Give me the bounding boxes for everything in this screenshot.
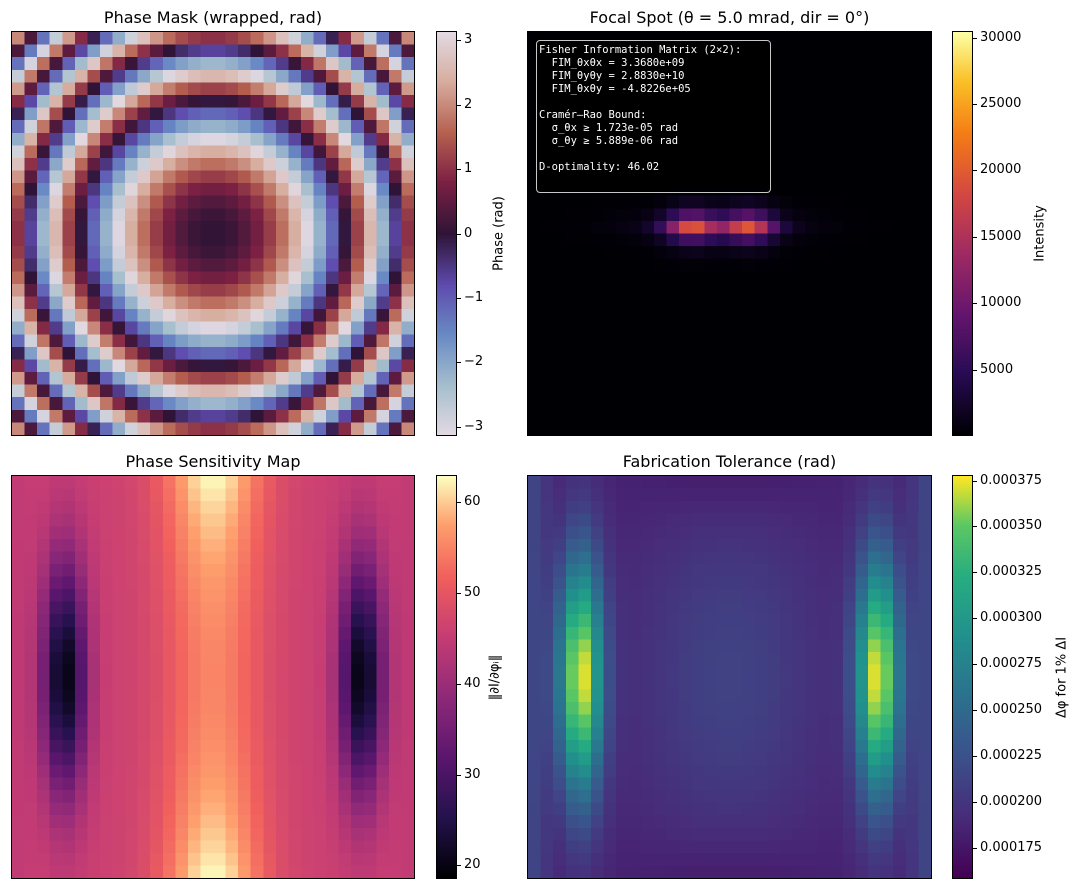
colorbar-tick-mark (973, 236, 977, 238)
sensitivity-title: Phase Sensitivity Map (125, 452, 301, 471)
colorbar-tick-label: 0 (464, 225, 473, 241)
colorbar-tick-mark (457, 502, 461, 504)
colorbar-tick-mark (973, 572, 977, 574)
fim-annotation-line: D-optimality: 46.02 (539, 161, 660, 173)
colorbar-tick-label: 2 (464, 96, 473, 112)
fisher-information-annotation: Fisher Information Matrix (2×2): FIM_θxθ… (536, 40, 771, 193)
colorbar-tick-label: 1 (464, 161, 473, 177)
colorbar-tick-mark (457, 683, 461, 685)
colorbar-tick-mark (973, 303, 977, 305)
colorbar-tick-label: 0.000250 (980, 702, 1043, 718)
colorbar-tick-label: 20 (464, 857, 481, 873)
colorbar-tick-mark (457, 774, 461, 776)
sensitivity-colorbar-label: ‖∂I/∂φᵢ‖ (487, 654, 503, 701)
colorbar-tick-mark (457, 233, 461, 235)
colorbar-tick-mark (457, 169, 461, 171)
fim-annotation-line (539, 96, 768, 109)
colorbar-tick-mark (457, 40, 461, 42)
colorbar-tick-label: 0.000275 (980, 656, 1043, 672)
colorbar-tick-mark (457, 297, 461, 299)
fim-annotation-line: FIM_θxθy = -4.8226e+05 (539, 83, 691, 95)
colorbar-tick-mark (973, 170, 977, 172)
intensity-colorbar-label: Intensity (1032, 205, 1048, 262)
colorbar-tick-label: 0.000225 (980, 747, 1043, 763)
intensity-colorbar (952, 31, 973, 436)
colorbar-tick-label: 5000 (980, 361, 1014, 377)
colorbar-tick-label: 10000 (980, 295, 1022, 311)
colorbar-tick-mark (973, 104, 977, 106)
colorbar-tick-label: 0.000200 (980, 793, 1043, 809)
colorbar-tick-mark (457, 593, 461, 595)
phase-mask-title: Phase Mask (wrapped, rad) (103, 8, 323, 27)
colorbar-tick-mark (973, 847, 977, 849)
fim-annotation-line: Fisher Information Matrix (2×2): (539, 44, 742, 56)
fabrication-tolerance-heatmap (527, 475, 932, 879)
colorbar-tick-label: 40 (464, 675, 481, 691)
colorbar-tick-mark (973, 801, 977, 803)
fim-annotation-line: FIM_θyθy = 2.8830e+10 (539, 70, 685, 82)
colorbar-tick-mark (457, 865, 461, 867)
colorbar-tick-label: 30000 (980, 29, 1022, 45)
phase-colorbar-label: Phase (rad) (491, 196, 507, 271)
tolerance-colorbar (952, 475, 973, 879)
colorbar-tick-label: 0.000350 (980, 518, 1043, 534)
colorbar-tick-mark (973, 710, 977, 712)
colorbar-tick-label: 15000 (980, 228, 1022, 244)
fim-annotation-line: σ_θy ≥ 5.889e-06 rad (539, 135, 679, 147)
colorbar-tick-label: 0.000175 (980, 839, 1043, 855)
phase-colorbar (436, 31, 457, 436)
colorbar-tick-mark (973, 37, 977, 39)
fim-annotation-line: Cramér–Rao Bound: (539, 109, 647, 121)
tolerance-colorbar-label: Δφ for 1% ΔI (1054, 636, 1070, 719)
sensitivity-heatmap (11, 475, 415, 879)
colorbar-tick-mark (973, 664, 977, 666)
colorbar-tick-mark (973, 480, 977, 482)
colorbar-tick-label: 50 (464, 585, 481, 601)
colorbar-tick-mark (973, 526, 977, 528)
sensitivity-colorbar (436, 475, 457, 879)
colorbar-tick-mark (973, 755, 977, 757)
colorbar-tick-label: 25000 (980, 96, 1022, 112)
colorbar-tick-label: 3 (464, 32, 473, 48)
colorbar-tick-label: 0.000375 (980, 472, 1043, 488)
colorbar-tick-mark (457, 362, 461, 364)
colorbar-tick-label: −3 (464, 418, 484, 434)
colorbar-tick-label: 0.000325 (980, 564, 1043, 580)
phase-mask-heatmap (11, 31, 415, 436)
colorbar-tick-label: −2 (464, 354, 484, 370)
colorbar-tick-label: 30 (464, 766, 481, 782)
focal-spot-title: Focal Spot (θ = 5.0 mrad, dir = 0°) (589, 8, 870, 27)
fim-annotation-line: σ_θx ≥ 1.723e-05 rad (539, 122, 679, 134)
colorbar-tick-mark (973, 369, 977, 371)
colorbar-tick-mark (457, 104, 461, 106)
fim-annotation-line: FIM_θxθx = 3.3680e+09 (539, 57, 685, 69)
colorbar-tick-label: 0.000300 (980, 610, 1043, 626)
fabrication-tolerance-title: Fabrication Tolerance (rad) (622, 452, 837, 471)
colorbar-tick-mark (457, 426, 461, 428)
colorbar-tick-label: 20000 (980, 162, 1022, 178)
colorbar-tick-mark (973, 618, 977, 620)
fim-annotation-line (539, 148, 768, 161)
colorbar-tick-label: 60 (464, 494, 481, 510)
colorbar-tick-label: −1 (464, 289, 484, 305)
